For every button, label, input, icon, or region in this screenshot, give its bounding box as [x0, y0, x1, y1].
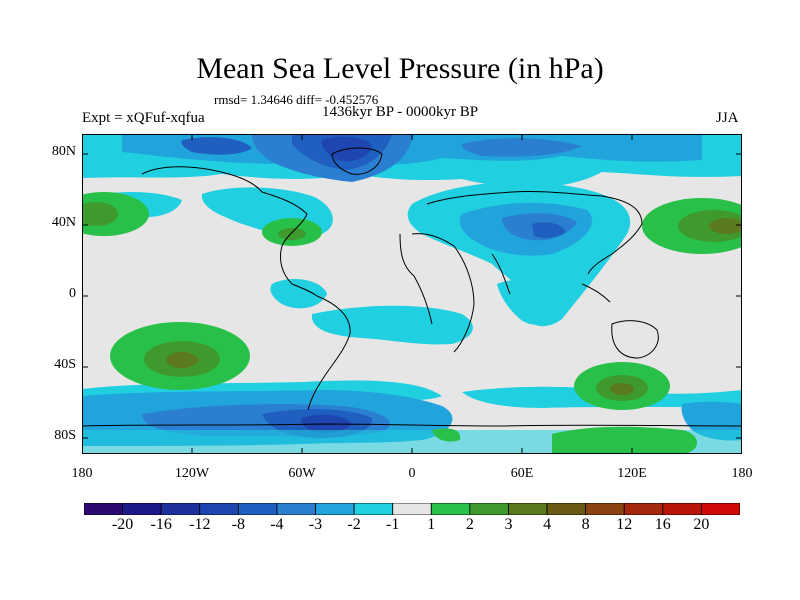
colorbar-box [585, 503, 625, 515]
y-tick-label: 0 [69, 286, 76, 301]
colorbar-box [430, 503, 471, 515]
colorbar-box [623, 503, 664, 515]
colorbar-box [122, 503, 162, 515]
y-tick-label: 40N [51, 215, 76, 230]
colorbar [84, 503, 740, 515]
colorbar-label: 2 [465, 516, 474, 533]
northern-negative-anomalies [82, 134, 742, 188]
colorbar-box [160, 503, 201, 515]
colorbar-box [199, 503, 239, 515]
x-tick-label: 180 [731, 466, 753, 481]
colorbar-label: -8 [231, 516, 246, 533]
plot-title: Mean Sea Level Pressure (in hPa) [196, 52, 604, 85]
colorbar-label: 20 [693, 516, 710, 533]
x-tick-label: 0 [408, 466, 416, 481]
x-tick-label: 120W [174, 466, 210, 481]
x-tick-label: 180 [71, 466, 93, 481]
colorbar-box [84, 503, 123, 515]
colorbar-label: 1 [427, 516, 436, 533]
period-label: 1436kyr BP - 0000kyr BP [322, 104, 479, 120]
colorbar-box [315, 503, 355, 515]
colorbar-box [508, 503, 548, 515]
y-tick-label: 80N [51, 144, 76, 159]
asia-negative-anomalies [407, 182, 631, 327]
colorbar-label: 4 [543, 516, 552, 533]
colorbar-box [469, 503, 509, 515]
x-tick-label: 120E [617, 466, 647, 481]
colorbar-box [392, 503, 432, 515]
season-label: JJA [716, 110, 739, 126]
colorbar-box [237, 503, 278, 515]
x-tick-label: 60W [288, 466, 316, 481]
pressure-map [82, 134, 742, 454]
colorbar-label: -3 [308, 516, 323, 533]
colorbar-box [662, 503, 702, 515]
colorbar-label: 16 [654, 516, 671, 533]
y-tick-label: 40S [54, 357, 76, 372]
colorbar-box [701, 503, 740, 515]
colorbar-label: -12 [189, 516, 211, 533]
stats-text: rmsd= 1.34646 diff= -0.452576 [214, 92, 379, 107]
experiment-label: Expt = xQFuf-xqfua [82, 110, 205, 126]
colorbar-label: 3 [504, 516, 513, 533]
coastlines [82, 147, 742, 427]
colorbar-label: -16 [150, 516, 172, 533]
colorbar-box [546, 503, 587, 515]
colorbar-label: -4 [270, 516, 284, 533]
y-tick-label: 80S [54, 428, 76, 443]
colorbar-label: -2 [347, 516, 361, 533]
x-tick-label: 60E [510, 466, 534, 481]
colorbar-label: -20 [111, 516, 134, 533]
colorbar-label: -1 [386, 516, 400, 533]
map-ticks [82, 134, 742, 454]
colorbar-box [353, 503, 394, 515]
colorbar-label: 12 [616, 516, 633, 533]
colorbar-label: 8 [581, 516, 590, 533]
colorbar-box [276, 503, 316, 515]
